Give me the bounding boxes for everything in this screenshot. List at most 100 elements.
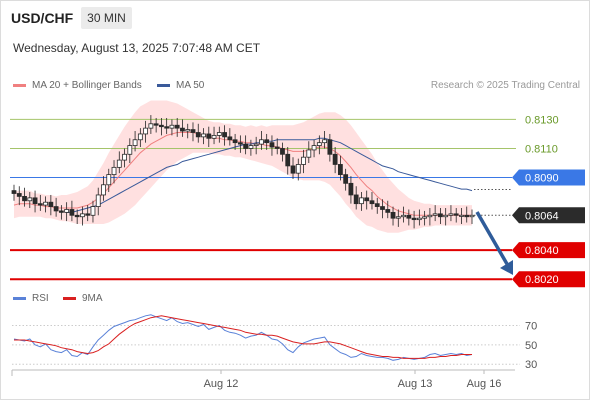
support-level-label: 0.8020 (525, 274, 559, 286)
resistance-level-label: 0.8090 (525, 173, 559, 185)
legend-ma20: MA 20 + Bollinger Bands (13, 80, 142, 91)
candle-body (280, 148, 285, 155)
candle-body (395, 216, 401, 219)
candle-body (301, 156, 306, 165)
candle-body (185, 129, 191, 132)
candle-body (106, 174, 112, 186)
candle-body (274, 146, 280, 149)
candle-body (132, 139, 138, 146)
candle-body (22, 196, 27, 202)
candle-body (95, 194, 101, 207)
candle-body (416, 217, 422, 221)
candle-body (443, 214, 449, 218)
candle-body (201, 133, 206, 138)
candle-body (143, 127, 149, 135)
candle-body (459, 214, 464, 217)
ma50-swatch (157, 83, 170, 87)
candle-body (153, 123, 159, 126)
ma20-line (13, 132, 472, 216)
support-level-tag (512, 242, 585, 259)
rsi-tick-label: 70 (525, 320, 537, 332)
candle-body (32, 197, 38, 205)
candle-body (232, 139, 238, 144)
candle-body (285, 153, 291, 167)
timeframe-button[interactable]: 30 MIN (81, 7, 132, 29)
candle-body (359, 197, 364, 205)
candle-body (43, 201, 48, 206)
candle-body (353, 194, 359, 205)
candle-body (369, 200, 375, 205)
candle-body (116, 159, 122, 168)
candle-body (253, 143, 259, 146)
candle-body (269, 142, 275, 148)
candle-body (469, 214, 475, 218)
candle-body (180, 127, 185, 132)
candle-body (327, 139, 333, 155)
candle-body (290, 165, 296, 174)
rsi-label: RSI (32, 293, 49, 304)
candle-body (90, 206, 96, 216)
current-price-label: 0.8064 (525, 210, 559, 222)
ma9-label: 9MA (82, 293, 103, 304)
credit-text: Research © 2025 Trading Central (430, 80, 580, 91)
candle-body (348, 182, 354, 196)
candle-body (343, 174, 349, 184)
candle-body (148, 123, 154, 129)
candle-body (216, 132, 222, 136)
candle-body (453, 213, 459, 216)
candle-body (401, 214, 406, 218)
candle-body (122, 153, 127, 161)
candle-body (164, 126, 170, 129)
candle-body (432, 213, 438, 216)
candle-body (306, 149, 312, 158)
rsi-9ma-line (14, 315, 472, 359)
candle-body (190, 129, 196, 133)
candle-body (427, 214, 433, 218)
target-level-label: 0.8130 (525, 114, 559, 126)
candle-body (69, 209, 75, 216)
candle-body (48, 201, 54, 207)
candle-body (364, 197, 370, 202)
candle-body (16, 193, 22, 197)
projection-arrowhead (500, 260, 513, 275)
candle-body (337, 164, 343, 176)
candle-body (385, 209, 391, 213)
candle-body (316, 142, 322, 146)
candle-body (311, 145, 317, 151)
support-level-label: 0.8040 (525, 245, 559, 257)
legend-rsi: RSI (13, 293, 49, 304)
candle-body (64, 209, 70, 213)
candle-body (332, 153, 338, 165)
candle-body (206, 133, 212, 139)
legend-ma50: MA 50 (157, 80, 204, 91)
candle-body (111, 166, 117, 176)
candle-body (322, 139, 327, 144)
support-level-tag (512, 271, 585, 288)
candle-body (85, 213, 91, 216)
ma50-label: MA 50 (176, 80, 205, 91)
candle-body (237, 142, 243, 145)
candle-body (295, 164, 301, 174)
candle-body (264, 139, 270, 144)
candle-body (374, 203, 380, 207)
candle-body (11, 190, 17, 194)
rsi-line (13, 314, 473, 361)
projection-arrow (475, 211, 509, 265)
candle-body (159, 124, 164, 128)
ma20-swatch (13, 83, 26, 87)
candle-body (137, 133, 143, 141)
candle-body (27, 197, 33, 202)
candle-body (169, 124, 175, 129)
rsi-tick-label: 50 (525, 340, 537, 352)
target-level-label: 0.8110 (525, 143, 558, 155)
candle-body (74, 214, 80, 218)
candle-body (37, 203, 43, 206)
candle-body (58, 210, 64, 213)
rsi-tick-label: 30 (525, 359, 537, 371)
candle-body (438, 213, 443, 218)
x-axis-tick-label: Aug 16 (467, 378, 502, 390)
x-axis-tick-label: Aug 12 (204, 378, 239, 390)
candle-body (243, 143, 249, 149)
candle-body (406, 214, 412, 219)
